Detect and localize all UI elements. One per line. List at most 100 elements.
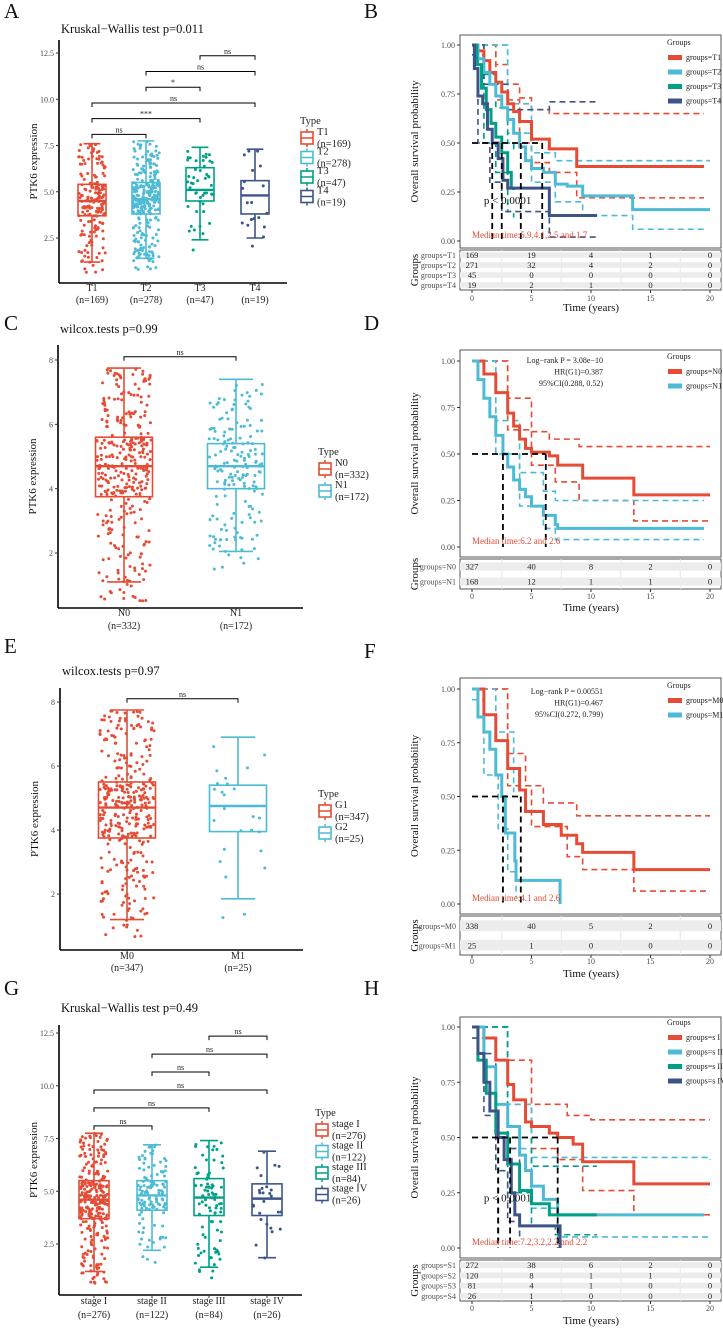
data-point [233, 473, 237, 477]
data-point [259, 849, 263, 853]
legend-count: (n=347) [335, 812, 369, 823]
data-point [223, 494, 227, 498]
data-point [142, 1226, 146, 1230]
data-point [259, 1217, 263, 1221]
data-point [104, 1224, 108, 1228]
data-point [196, 1242, 200, 1246]
data-point [118, 784, 122, 788]
data-point [129, 799, 133, 803]
data-point [258, 164, 262, 168]
data-point [149, 816, 153, 820]
legend-count: (n=172) [335, 492, 369, 503]
data-point [99, 1193, 103, 1197]
legend-label: stage II [332, 1141, 364, 1152]
data-point [102, 166, 106, 170]
risk-count: 19 [527, 250, 536, 260]
legend-item: T2(n=278) [300, 147, 351, 170]
data-point [129, 874, 133, 878]
data-point [116, 571, 120, 575]
data-point [139, 851, 143, 855]
data-point [153, 244, 157, 248]
data-point [117, 517, 121, 521]
data-point [101, 163, 105, 167]
legend-label: groups=s II [686, 1048, 723, 1057]
data-point [260, 452, 264, 456]
data-point [88, 1229, 92, 1233]
y-tick-label: 0.75 [441, 739, 455, 748]
data-point [139, 435, 143, 439]
data-point [135, 812, 139, 816]
data-point [151, 183, 155, 187]
y-tick-label: 10.0 [40, 95, 54, 104]
data-point [105, 1213, 109, 1217]
data-point [89, 1250, 93, 1254]
x-tick-label: 15 [647, 592, 655, 601]
data-point [206, 1173, 210, 1177]
data-point [133, 769, 137, 773]
data-point [149, 834, 153, 838]
data-point [138, 184, 142, 188]
y-tick-label: 0.00 [441, 237, 455, 246]
data-point [112, 443, 116, 447]
risk-count: 0 [589, 270, 593, 280]
data-point [269, 1188, 273, 1192]
risk-count: 1 [589, 577, 593, 587]
box-group: T3(n=47) [185, 146, 215, 306]
legend-item: groups=s III [668, 1062, 723, 1071]
legend-item: G2(n=25) [318, 822, 364, 845]
stats-text: Log−rank P = 3.08e−10 [527, 356, 603, 365]
y-axis-label: Overall survival probability [409, 734, 421, 857]
data-point [145, 218, 149, 222]
x-tick-label: 0 [470, 592, 474, 601]
data-point [136, 817, 140, 821]
data-point [89, 1235, 93, 1239]
data-point [162, 1211, 166, 1215]
bracket-line [91, 133, 147, 139]
data-point [97, 1172, 101, 1176]
data-point [136, 230, 140, 234]
data-point [258, 1211, 262, 1215]
data-point [208, 1209, 212, 1213]
data-point [92, 147, 96, 151]
data-point [215, 480, 219, 484]
data-point [144, 153, 148, 157]
significance-bracket: ns [199, 47, 256, 60]
data-point [93, 182, 97, 186]
data-point [103, 489, 107, 493]
data-point [218, 860, 222, 864]
data-point [144, 468, 148, 472]
data-point [247, 513, 251, 517]
data-point [163, 1157, 167, 1161]
data-point [148, 250, 152, 254]
data-point [100, 1158, 104, 1162]
x-tick-label: 10 [587, 1304, 595, 1313]
data-point [141, 1255, 145, 1259]
data-point [148, 142, 152, 146]
data-point [101, 817, 105, 821]
data-point [123, 489, 127, 493]
data-point [127, 453, 131, 457]
data-point [106, 786, 110, 790]
data-point [88, 1183, 92, 1187]
data-point [139, 247, 143, 251]
y-axis-label: PTK6 expression [29, 780, 41, 857]
data-point [77, 250, 81, 254]
data-point [102, 785, 106, 789]
data-point [141, 155, 145, 159]
data-point [131, 455, 135, 459]
x-tick-label: T2 [140, 283, 151, 294]
data-point [154, 144, 158, 148]
data-point [144, 486, 148, 490]
data-point [240, 393, 244, 397]
data-point [123, 431, 127, 435]
data-point [91, 1181, 95, 1185]
data-point [106, 892, 110, 896]
data-point [86, 1160, 90, 1164]
bracket-line [91, 118, 201, 123]
data-point [194, 191, 198, 195]
data-point [96, 161, 100, 165]
data-point [98, 787, 102, 791]
data-point [232, 787, 236, 791]
